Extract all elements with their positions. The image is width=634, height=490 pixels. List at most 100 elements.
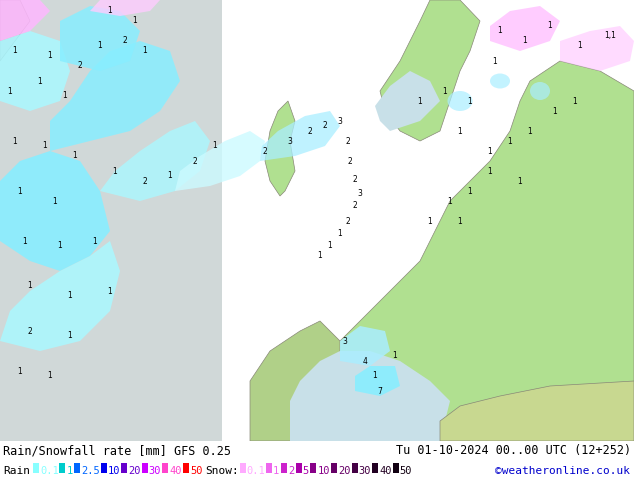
- Text: 1: 1: [23, 237, 27, 245]
- Text: 1: 1: [527, 126, 533, 136]
- Text: 1: 1: [328, 242, 332, 250]
- Text: 1: 1: [573, 97, 578, 105]
- Ellipse shape: [530, 82, 550, 100]
- Bar: [142, 463, 148, 473]
- Text: 1: 1: [53, 196, 57, 205]
- Text: 1: 1: [42, 142, 48, 150]
- Text: 1: 1: [273, 466, 279, 476]
- Bar: [121, 463, 127, 473]
- Polygon shape: [60, 6, 140, 71]
- Text: 1: 1: [488, 147, 493, 155]
- Text: 1: 1: [48, 51, 53, 60]
- Text: 1: 1: [212, 142, 217, 150]
- Text: 50: 50: [400, 466, 412, 476]
- Text: 1: 1: [548, 22, 552, 30]
- Polygon shape: [290, 61, 634, 441]
- Text: 1: 1: [318, 251, 322, 261]
- Text: 2: 2: [346, 137, 351, 146]
- Ellipse shape: [490, 74, 510, 89]
- Text: 40: 40: [169, 466, 182, 476]
- Text: 1: 1: [458, 217, 462, 225]
- Text: 1: 1: [373, 371, 377, 381]
- Text: 2: 2: [122, 36, 127, 46]
- Text: 1: 1: [498, 26, 502, 35]
- Bar: [74, 463, 80, 473]
- Polygon shape: [0, 31, 70, 111]
- Polygon shape: [440, 381, 634, 441]
- Text: 1: 1: [73, 151, 77, 161]
- Bar: [101, 463, 107, 473]
- Text: 3: 3: [358, 189, 363, 197]
- Text: ©weatheronline.co.uk: ©weatheronline.co.uk: [495, 466, 630, 476]
- Text: 1: 1: [63, 92, 67, 100]
- Text: 1: 1: [578, 42, 583, 50]
- Text: 2: 2: [28, 326, 32, 336]
- Text: 20: 20: [338, 466, 351, 476]
- Text: 1: 1: [468, 187, 472, 196]
- Text: 20: 20: [128, 466, 141, 476]
- Text: 30: 30: [149, 466, 161, 476]
- Text: 10: 10: [108, 466, 120, 476]
- Text: 1: 1: [113, 167, 117, 175]
- Text: 2: 2: [288, 466, 294, 476]
- Text: 1: 1: [28, 281, 32, 291]
- Polygon shape: [100, 121, 210, 201]
- Text: 1: 1: [37, 76, 42, 85]
- Polygon shape: [0, 151, 110, 271]
- Text: 1: 1: [418, 97, 422, 105]
- Text: 2: 2: [143, 176, 147, 186]
- Text: 1: 1: [68, 292, 72, 300]
- Text: 2: 2: [353, 201, 358, 211]
- Text: 1: 1: [167, 172, 172, 180]
- Text: 1: 1: [392, 351, 398, 361]
- Text: 0.1: 0.1: [40, 466, 59, 476]
- Text: 5: 5: [302, 466, 309, 476]
- Text: 1: 1: [493, 56, 498, 66]
- FancyBboxPatch shape: [0, 0, 222, 441]
- Bar: [60, 463, 65, 473]
- Text: 1: 1: [508, 137, 512, 146]
- Polygon shape: [490, 6, 560, 51]
- Text: 3: 3: [288, 137, 292, 146]
- Text: 2.5: 2.5: [81, 466, 100, 476]
- Text: 1: 1: [133, 17, 138, 25]
- Bar: [372, 463, 378, 473]
- Text: Rain: Rain: [3, 466, 30, 476]
- Bar: [393, 463, 399, 473]
- Text: Tu 01-10-2024 00..00 UTC (12+252): Tu 01-10-2024 00..00 UTC (12+252): [396, 444, 631, 457]
- Polygon shape: [260, 111, 340, 161]
- Text: 40: 40: [379, 466, 392, 476]
- Text: 1,1: 1,1: [604, 31, 616, 41]
- Polygon shape: [265, 101, 295, 196]
- Text: 1: 1: [448, 196, 453, 205]
- Text: 2: 2: [323, 122, 327, 130]
- Text: 1: 1: [427, 217, 432, 225]
- Text: 1: 1: [13, 137, 17, 146]
- Text: 3: 3: [342, 337, 347, 345]
- Text: 30: 30: [359, 466, 371, 476]
- Bar: [162, 463, 169, 473]
- Text: 10: 10: [318, 466, 330, 476]
- Bar: [331, 463, 337, 473]
- Polygon shape: [0, 0, 30, 61]
- Text: 1: 1: [13, 47, 17, 55]
- Polygon shape: [560, 26, 634, 71]
- Text: 1: 1: [48, 371, 53, 381]
- Bar: [183, 463, 189, 473]
- Polygon shape: [355, 366, 400, 396]
- Polygon shape: [340, 326, 390, 366]
- Text: 2: 2: [77, 62, 82, 71]
- Text: 2: 2: [262, 147, 268, 155]
- Text: 1: 1: [443, 87, 448, 96]
- Text: 1: 1: [58, 242, 62, 250]
- Text: Snow:: Snow:: [205, 466, 240, 476]
- Bar: [311, 463, 316, 473]
- Polygon shape: [250, 321, 340, 441]
- Text: 7: 7: [378, 387, 382, 395]
- Text: 1: 1: [553, 106, 557, 116]
- Bar: [240, 463, 245, 473]
- Text: 1: 1: [108, 6, 112, 16]
- Polygon shape: [175, 131, 265, 191]
- Text: 1: 1: [458, 126, 462, 136]
- Bar: [352, 463, 358, 473]
